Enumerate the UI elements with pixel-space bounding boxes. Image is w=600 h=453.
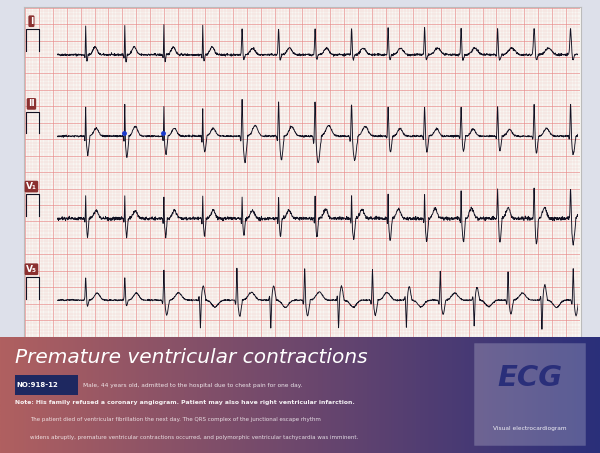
Text: V₅: V₅ xyxy=(26,265,37,274)
FancyBboxPatch shape xyxy=(474,343,585,445)
Text: NO:918-12: NO:918-12 xyxy=(17,382,59,388)
Text: V₁: V₁ xyxy=(26,182,37,191)
Text: Male, 44 years old, admitted to the hospital due to chest pain for one day.: Male, 44 years old, admitted to the hosp… xyxy=(83,383,302,388)
FancyBboxPatch shape xyxy=(15,375,78,395)
Text: The patient died of ventricular fibrillation the next day. The QRS complex of th: The patient died of ventricular fibrilla… xyxy=(30,417,321,422)
Text: II: II xyxy=(28,99,35,108)
Text: I: I xyxy=(30,17,33,26)
Text: ECG: ECG xyxy=(497,364,562,392)
Text: Premature ventricular contractions: Premature ventricular contractions xyxy=(15,348,368,367)
Text: Visual electrocardiogram: Visual electrocardiogram xyxy=(493,426,566,431)
Text: Note: His family refused a coronary angiogram. Patient may also have right ventr: Note: His family refused a coronary angi… xyxy=(15,400,355,405)
Text: widens abruptly, premature ventricular contractions occurred, and polymorphic ve: widens abruptly, premature ventricular c… xyxy=(30,434,358,439)
